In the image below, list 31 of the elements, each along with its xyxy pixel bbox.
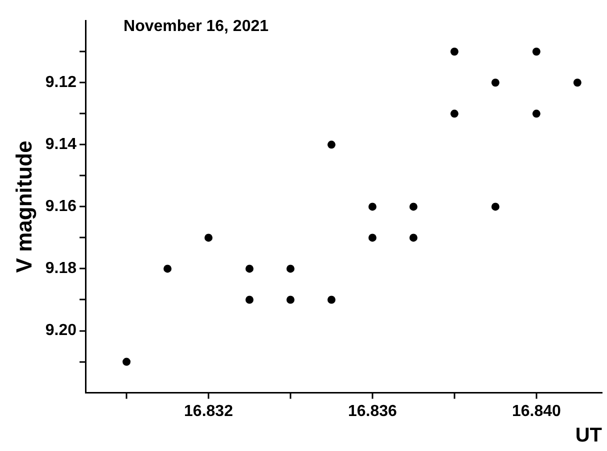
point	[409, 202, 418, 211]
point	[491, 202, 500, 211]
x-tick-label: 16.836	[348, 402, 398, 420]
point	[368, 234, 376, 242]
point	[286, 264, 294, 273]
point	[164, 264, 172, 273]
y-tick-label: 9.20	[45, 322, 77, 340]
point	[245, 296, 254, 304]
y-tick-label: 9.16	[45, 198, 77, 216]
point	[327, 140, 336, 149]
point	[327, 296, 336, 304]
y-axis-title: V magnitude	[11, 140, 36, 273]
y-tick-label: 9.12	[45, 74, 77, 92]
x-tick-label: 16.840	[512, 402, 561, 420]
point	[368, 202, 376, 211]
point	[450, 48, 458, 56]
point	[532, 48, 540, 56]
x-axis-title: UT	[575, 424, 602, 447]
point	[532, 110, 540, 118]
chart-title: November 16, 2021	[124, 18, 269, 36]
point	[204, 234, 213, 242]
point	[122, 358, 131, 366]
point	[245, 264, 254, 273]
point	[286, 296, 294, 304]
x-tick-label: 16.832	[184, 402, 234, 420]
point	[573, 78, 582, 87]
point	[450, 110, 458, 118]
y-tick-label: 9.14	[45, 136, 77, 154]
point	[409, 234, 418, 242]
y-tick-label: 9.18	[45, 260, 77, 278]
point	[491, 78, 500, 87]
